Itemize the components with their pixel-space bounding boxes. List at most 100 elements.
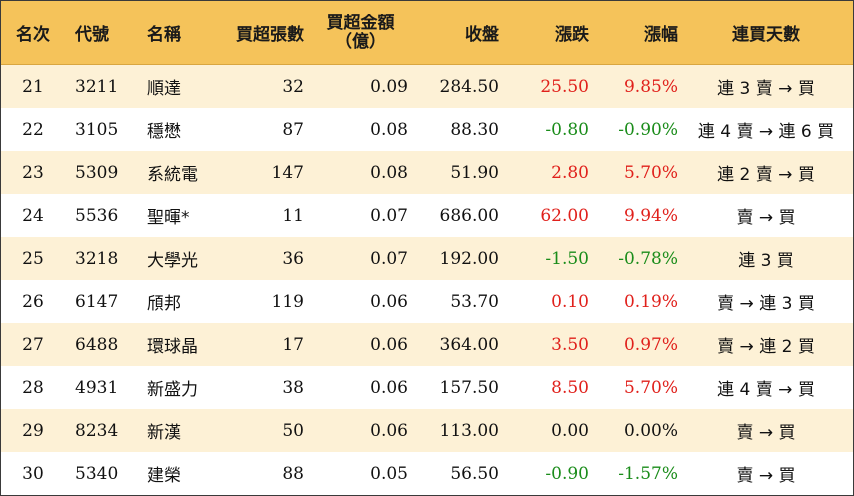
cell-net-buy-amount: 0.08 <box>370 162 408 183</box>
cell-streak: 賣 → 買 <box>736 466 796 486</box>
cell-net-buy-amount: 0.08 <box>370 119 408 140</box>
cell-change: 0.00 <box>551 420 589 441</box>
cell-name: 頎邦 <box>147 294 181 314</box>
cell-pct-change: 9.85% <box>623 76 678 97</box>
table-header: 名次 代號 名稱 買超張數 買超金額 （億） 收盤 漲跌 漲幅 連買天數 <box>1 1 853 65</box>
cell-name: 穩懋 <box>147 122 181 142</box>
cell-close: 113.00 <box>439 420 499 441</box>
cell-streak: 賣 → 買 <box>736 208 796 228</box>
cell-net-buy-lots: 88 <box>282 463 304 484</box>
cell-name: 聖暉* <box>147 208 190 228</box>
table-row[interactable]: 29 8234 新漢 50 0.06 113.00 0.00 0.00% 賣 → 買 <box>1 409 853 452</box>
cell-streak: 賣 → 連 3 買 <box>717 294 815 314</box>
cell-net-buy-lots: 147 <box>271 162 304 183</box>
cell-net-buy-lots: 32 <box>282 76 304 97</box>
cell-pct-change: 0.00% <box>623 420 678 441</box>
cell-streak: 連 2 賣 → 買 <box>717 165 815 185</box>
cell-name: 環球晶 <box>147 337 198 357</box>
cell-close: 284.50 <box>439 76 499 97</box>
cell-net-buy-amount: 0.09 <box>370 76 408 97</box>
cell-pct-change: 0.19% <box>623 291 678 312</box>
cell-close: 88.30 <box>450 119 499 140</box>
table-row[interactable]: 26 6147 頎邦 119 0.06 53.70 0.10 0.19% 賣 → 連 3 買 <box>1 280 853 323</box>
cell-change: -0.80 <box>545 119 589 140</box>
header-net-buy-lots[interactable]: 買超張數 <box>236 25 304 45</box>
header-net-buy-amount[interactable]: 買超金額 （億） <box>309 14 412 52</box>
cell-change: 2.80 <box>551 162 589 183</box>
cell-code: 5536 <box>75 205 119 226</box>
cell-pct-change: 0.97% <box>623 334 678 355</box>
cell-rank: 23 <box>22 162 44 183</box>
cell-net-buy-lots: 36 <box>282 248 304 269</box>
table-row[interactable]: 21 3211 順達 32 0.09 284.50 25.50 9.85% 連 3 賣 → 買 <box>1 65 853 108</box>
table-row[interactable]: 28 4931 新盛力 38 0.06 157.50 8.50 5.70% 連 4 賣 → 買 <box>1 366 853 409</box>
cell-code: 3218 <box>75 248 119 269</box>
header-net-buy-amount-line2: （億） <box>335 31 386 52</box>
cell-close: 192.00 <box>439 248 499 269</box>
cell-rank: 25 <box>22 248 44 269</box>
cell-code: 5309 <box>75 162 119 183</box>
cell-name: 順達 <box>147 79 181 99</box>
cell-name: 系統電 <box>147 165 198 185</box>
header-name[interactable]: 名稱 <box>147 25 181 45</box>
table-row[interactable]: 22 3105 穩懋 87 0.08 88.30 -0.80 -0.90% 連 4 賣 → 連 … <box>1 108 853 151</box>
cell-streak: 連 3 買 <box>738 251 794 271</box>
cell-pct-change: 5.70% <box>623 377 678 398</box>
cell-change: -0.90 <box>545 463 589 484</box>
header-pct-change[interactable]: 漲幅 <box>644 25 678 45</box>
cell-net-buy-amount: 0.06 <box>370 420 408 441</box>
cell-change: 8.50 <box>551 377 589 398</box>
cell-close: 56.50 <box>450 463 499 484</box>
cell-net-buy-amount: 0.05 <box>370 463 408 484</box>
cell-change: 25.50 <box>540 76 589 97</box>
table-row[interactable]: 30 5340 建榮 88 0.05 56.50 -0.90 -1.57% 賣 → 買 <box>1 452 853 495</box>
cell-net-buy-amount: 0.06 <box>370 291 408 312</box>
cell-pct-change: -0.78% <box>618 248 678 269</box>
cell-rank: 29 <box>22 420 44 441</box>
cell-pct-change: -0.90% <box>618 119 678 140</box>
cell-name: 大學光 <box>147 251 198 271</box>
cell-net-buy-lots: 50 <box>282 420 304 441</box>
cell-code: 6488 <box>75 334 119 355</box>
table-row[interactable]: 24 5536 聖暉* 11 0.07 686.00 62.00 9.94% 賣 → 買 <box>1 194 853 237</box>
cell-net-buy-amount: 0.06 <box>370 334 408 355</box>
cell-change: 3.50 <box>551 334 589 355</box>
cell-rank: 21 <box>22 76 44 97</box>
cell-rank: 28 <box>22 377 44 398</box>
cell-net-buy-lots: 87 <box>282 119 304 140</box>
cell-net-buy-amount: 0.07 <box>370 248 408 269</box>
cell-pct-change: 5.70% <box>623 162 678 183</box>
cell-streak: 連 3 賣 → 買 <box>717 79 815 99</box>
cell-name: 建榮 <box>147 466 181 486</box>
cell-pct-change: 9.94% <box>623 205 678 226</box>
header-change[interactable]: 漲跌 <box>555 25 589 45</box>
header-close[interactable]: 收盤 <box>465 25 499 45</box>
header-net-buy-amount-line1: 買超金額 <box>326 13 395 33</box>
table-row[interactable]: 25 3218 大學光 36 0.07 192.00 -1.50 -0.78% 連 3 買 <box>1 237 853 280</box>
cell-name: 新盛力 <box>147 380 198 400</box>
header-rank[interactable]: 名次 <box>16 25 50 45</box>
cell-rank: 30 <box>22 463 44 484</box>
cell-close: 686.00 <box>439 205 499 226</box>
cell-net-buy-amount: 0.07 <box>370 205 408 226</box>
cell-streak: 連 4 賣 → 買 <box>717 380 815 400</box>
cell-code: 3211 <box>75 76 119 97</box>
cell-net-buy-lots: 17 <box>282 334 304 355</box>
cell-close: 157.50 <box>439 377 499 398</box>
header-streak[interactable]: 連買天數 <box>732 25 800 45</box>
cell-close: 364.00 <box>439 334 499 355</box>
cell-code: 5340 <box>75 463 119 484</box>
cell-streak: 賣 → 連 2 買 <box>717 337 815 357</box>
cell-rank: 24 <box>22 205 44 226</box>
cell-code: 4931 <box>75 377 119 398</box>
cell-change: -1.50 <box>545 248 589 269</box>
header-code[interactable]: 代號 <box>75 25 109 45</box>
cell-rank: 27 <box>22 334 44 355</box>
table-row[interactable]: 27 6488 環球晶 17 0.06 364.00 3.50 0.97% 賣 → 連 2 買 <box>1 323 853 366</box>
cell-rank: 22 <box>22 119 44 140</box>
cell-code: 6147 <box>75 291 119 312</box>
cell-pct-change: -1.57% <box>618 463 678 484</box>
table-row[interactable]: 23 5309 系統電 147 0.08 51.90 2.80 5.70% 連 2 賣 → 買 <box>1 151 853 194</box>
